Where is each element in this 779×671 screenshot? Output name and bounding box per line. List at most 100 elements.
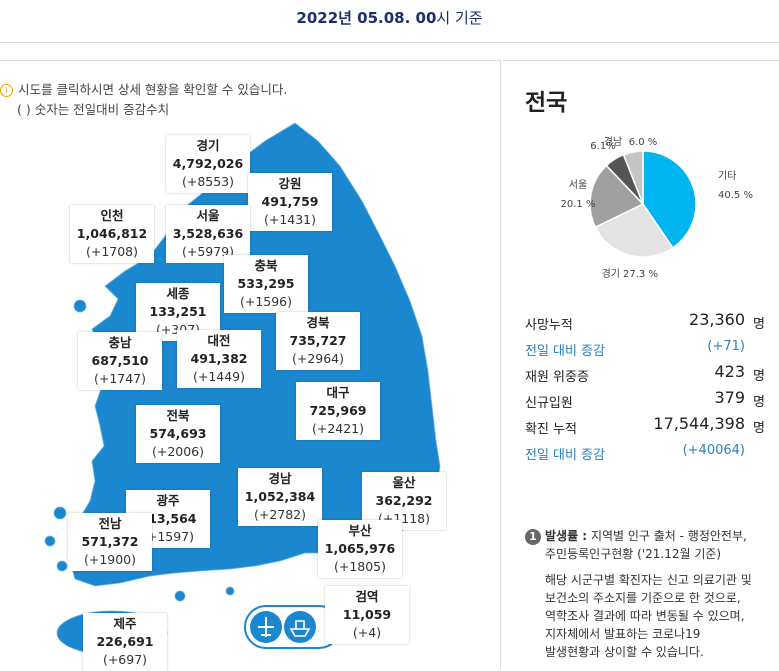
note: ( ) 숫자는 전일대비 증감수치 [0,100,287,120]
summary-title: 전국 [525,90,568,116]
region-box[interactable]: 서울 3,528,636 (+5979) [166,205,250,263]
region-change: (+697) [102,652,148,667]
stat-label: 신규입원 [525,396,573,411]
stat-row: 전일 대비 증감 (+40064) [525,440,765,464]
stat-row: 전일 대비 증감 (+71) [525,336,765,360]
island [73,299,87,313]
region-total: 725,969 [309,403,367,418]
region-change: (+1431) [263,212,317,227]
note: i 시도를 클릭하시면 상세 현황을 확인할 수 있습니다. [0,80,287,100]
pie-value-label: 6.1% [590,141,615,152]
pie-value-label: 6.0 % [629,137,658,148]
region-change: (+1596) [239,294,293,309]
footnote-text: 주민등록인구현황 ('21.12월 기준) [545,547,722,561]
region-total: 574,693 [149,426,207,441]
region-total: 1,046,812 [76,226,148,241]
region-box[interactable]: 강원 491,759 (+1431) [248,173,332,231]
region-change: (+1747) [93,371,147,386]
footnote-text: 지역별 인구 출처 - 행정안전부, [590,529,747,543]
pie-slice [589,164,645,229]
region-name: 부산 [348,523,372,538]
region-name: 경북 [306,315,330,330]
region-box[interactable]: 대구 725,969 (+2421) [296,382,380,440]
region-box[interactable]: 충남 687,510 (+1747) [78,332,162,390]
region-name: 충남 [108,335,132,350]
pie-slice [622,150,644,205]
footnote-number: 1 [525,529,541,545]
note-text: 시도를 클릭하시면 상세 현황을 확인할 수 있습니다. [18,82,288,97]
region-box[interactable]: 경기 4,792,026 (+8553) [166,135,250,193]
region-box[interactable]: 인천 1,046,812 (+1708) [70,205,154,263]
stat-label: 사망누적 [525,318,573,333]
stat-label: 확진 누적 [525,422,577,437]
region-total: 533,295 [237,276,295,291]
pie-value-label: 40.5 % [718,190,753,201]
region-total: 11,059 [342,607,392,622]
stat-label: 전일 대비 증감 [525,448,606,463]
region-name: 전북 [166,408,190,423]
pie-label: 기타 [718,170,736,182]
stat-unit: 명 [753,369,765,384]
header-suffix: 시 기준 [436,9,483,27]
region-change: (+2964) [291,351,345,366]
footnote: 1 발생률 : 지역별 인구 출처 - 행정안전부, 주민등록인구현황 ('21.… [525,527,779,661]
summary-panel: 전국 기타 40.5 % 경기 27.3 % 서울 20.1 % 6.1% 경남 6.0 % 1… [503,60,779,669]
region-name: 대구 [326,385,350,400]
region-total: 3,528,636 [172,226,244,241]
footnote-line: 지자체에서 발표하는 코로나19 [545,627,701,641]
pie-value-label: 27.3 % [623,269,658,280]
region-box[interactable]: 제주 226,691 (+697) [83,613,167,671]
pie-label: 경기 [602,267,620,280]
stat-unit: 명 [753,395,765,410]
stat-row: 확진 누적 17,544,398 명 [525,414,765,438]
region-box[interactable]: 전남 571,372 (+1900) [68,513,152,571]
pie-chart: 기타 40.5 % 경기 27.3 % 서울 20.1 % 6.1%경남 6.0 % [561,135,753,280]
stat-value: 379 [714,388,745,407]
region-total: 571,372 [81,534,139,549]
region-change: (+8553) [181,174,235,189]
island [53,506,67,520]
region-total: 687,510 [91,353,149,368]
region-box[interactable]: 부산 1,065,976 (+1805) [318,520,402,578]
transport-toggle[interactable] [244,605,341,649]
region-total: 226,691 [96,634,154,649]
header-date: 2022년 05.08. 00 [296,9,437,27]
header: 2022년 05.08. 00시 기준 [0,0,779,43]
region-total: 1,065,976 [324,541,396,556]
region-change: (+1805) [333,559,387,574]
region-box[interactable]: 전북 574,693 (+2006) [136,405,220,463]
region-box[interactable]: 충북 533,295 (+1596) [224,255,308,313]
port-icon[interactable] [284,611,316,643]
region-name: 충북 [254,258,278,273]
region-total: 491,759 [261,194,319,209]
footnote-line: 발생현황과 상이할 수 있습니다. [545,645,704,659]
pie-value-label: 20.1 % [561,199,596,210]
region-box[interactable]: 검역 11,059 (+4) [325,586,409,644]
region-change: (+2782) [253,507,307,522]
stat-unit: 명 [753,421,765,436]
region-change: (+1597) [141,529,195,544]
island [44,535,56,547]
region-box[interactable]: 대전 491,382 (+1449) [177,330,261,388]
stat-label: 재원 위중증 [525,370,589,385]
region-box[interactable]: 경남 1,052,384 (+2782) [238,468,322,526]
region-total: 4,792,026 [172,156,244,171]
region-name: 인천 [100,208,124,223]
stat-row: 신규입원 379 명 [525,388,765,412]
region-name: 광주 [156,493,180,508]
region-box[interactable]: 경북 735,727 (+2964) [276,312,360,370]
plane-glyph [258,617,274,637]
region-total: 362,292 [375,493,433,508]
stat-unit: 명 [753,317,765,332]
region-change: (+5979) [181,244,235,259]
region-name: 전남 [98,516,122,531]
stat-value: 23,360 [689,310,745,329]
region-name: 대전 [207,333,231,348]
island [174,590,186,602]
region-name: 경기 [196,138,220,153]
region-name: 강원 [278,176,302,191]
pie-slice [642,150,697,249]
stat-value: 17,544,398 [653,414,745,433]
stat-value: (+71) [707,339,745,354]
